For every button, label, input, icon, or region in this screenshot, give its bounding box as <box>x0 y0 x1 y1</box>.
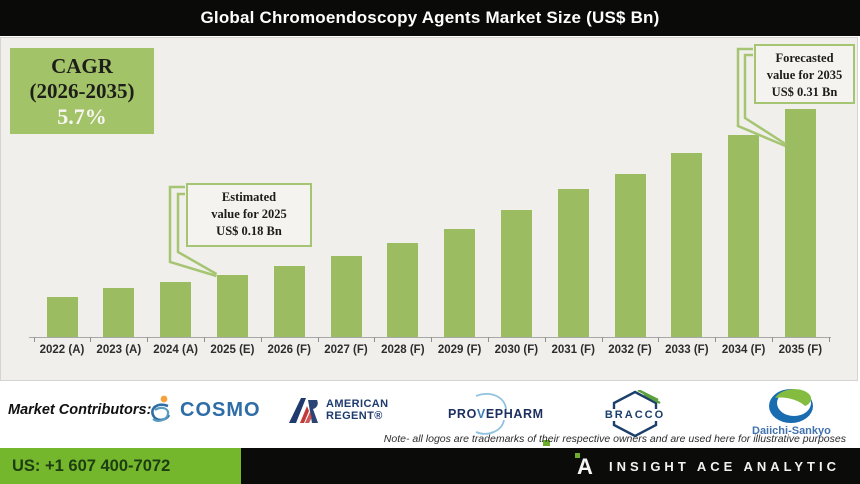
green-dot-decoration <box>543 440 550 446</box>
provepharm-logo: PROVEPHARM <box>448 392 560 436</box>
x-axis-label: 2023 (A) <box>96 344 142 356</box>
bar-2034 <box>728 135 760 337</box>
axis-tick <box>488 337 489 342</box>
bracco-wordmark: BRACCO <box>603 409 667 421</box>
cagr-box: CAGR (2026-2035) 5.7% <box>10 48 154 134</box>
footer-bar: US: +1 607 400-7072 A INSIGHT ACE ANALYT… <box>0 448 860 484</box>
daiichi-sankyo-wordmark: Daiichi-Sankyo <box>752 425 831 437</box>
insight-ace-logo-icon: A <box>575 453 593 479</box>
estimated-value-callout: Estimated value for 2025 US$ 0.18 Bn <box>186 183 312 247</box>
bar-2029 <box>444 229 476 337</box>
axis-tick <box>33 337 35 342</box>
x-axis-label: 2033 (F) <box>665 344 709 356</box>
axis-tick <box>658 337 660 342</box>
callout-line: Estimated <box>221 190 277 204</box>
axis-tick <box>204 337 205 342</box>
plot-area: 2022 (A) 2023 (A) 2024 (A) 2025 (E) 2026 (F)… <box>1 38 859 382</box>
x-axis-label: 2025 (E) <box>210 344 255 356</box>
contributors-strip: Market Contributors: COSMO AMERICAN REGE… <box>0 382 860 448</box>
x-axis-label: 2034 (F) <box>721 344 766 356</box>
axis-tick <box>544 337 546 342</box>
bar-2025 <box>216 275 248 337</box>
daiichi-sankyo-logo: Daiichi-Sankyo <box>752 386 831 437</box>
callout-line: Forecasted <box>775 51 834 65</box>
x-axis-label: 2035 (F) <box>778 344 823 356</box>
x-axis-label: 2030 (F) <box>494 344 539 356</box>
axis-tick <box>828 337 830 342</box>
cosmo-swirl-icon <box>151 395 171 422</box>
provepharm-wordmark: PROVEPHARM <box>448 407 544 421</box>
bar-2023 <box>103 288 135 337</box>
callout-line: value for 2025 <box>211 207 287 221</box>
axis-tick <box>317 337 319 342</box>
cosmo-logo: COSMO <box>148 394 261 426</box>
phone-number: US: +1 607 400-7072 <box>12 456 171 475</box>
axis-tick <box>772 337 773 342</box>
axis-tick <box>90 337 92 342</box>
bracco-hexagon-icon <box>612 390 661 438</box>
callout-line: US$ 0.18 Bn <box>216 224 282 238</box>
axis-tick <box>147 337 149 342</box>
bar-2032 <box>614 174 646 337</box>
callout-line: US$ 0.31 Bn <box>771 85 838 99</box>
bar-2031 <box>557 189 589 337</box>
daiichi-sankyo-sphere-icon <box>769 389 814 423</box>
cagr-period: (2026-2035) <box>29 79 135 103</box>
x-axis-label: 2026 (F) <box>267 344 311 356</box>
american-regent-logo: AMERICAN REGENT® <box>288 396 388 424</box>
american-regent-icon <box>289 398 318 423</box>
bar-2024 <box>160 282 192 337</box>
x-axis-label: 2022 (A) <box>39 344 85 356</box>
x-axis-label: 2028 (F) <box>381 344 425 356</box>
page-title: Global Chromoendoscopy Agents Market Siz… <box>200 8 660 27</box>
bar-2022 <box>46 297 78 337</box>
x-axis-label: 2031 (F) <box>551 344 595 356</box>
brand-name: INSIGHT ACE ANALYTIC <box>609 458 840 474</box>
chart-area: 2022 (A) 2023 (A) 2024 (A) 2025 (E) 2026 (F)… <box>0 37 858 381</box>
axis-tick <box>601 337 603 342</box>
bar-2033 <box>671 153 703 337</box>
bar-2030 <box>500 210 532 337</box>
bar-2026 <box>273 266 305 337</box>
x-axis-label: 2032 (F) <box>608 344 652 356</box>
american-regent-wordmark: AMERICAN REGENT® <box>326 398 389 422</box>
axis-tick <box>260 337 262 342</box>
axis-tick <box>715 337 717 342</box>
axis-tick <box>374 337 376 342</box>
x-axis-label: 2029 (F) <box>437 344 482 356</box>
callout-line: value for 2035 <box>766 68 843 82</box>
x-axis-label: 2024 (A) <box>153 344 198 356</box>
bar-2035 <box>784 109 816 337</box>
cosmo-wordmark: COSMO <box>180 398 261 421</box>
axis-tick <box>431 337 433 342</box>
trademark-note: Note- all logos are trademarks of their … <box>383 433 846 445</box>
footer-brand-block: A INSIGHT ACE ANALYTIC <box>241 448 860 484</box>
bar-2028 <box>387 243 419 337</box>
provepharm-arc-icon <box>475 393 507 435</box>
cagr-value: 5.7% <box>57 104 107 129</box>
x-axis-line <box>29 337 831 338</box>
forecasted-value-callout: Forecasted value for 2035 US$ 0.31 Bn <box>754 44 855 104</box>
bar-2027 <box>330 256 362 337</box>
market-contributors-label: Market Contributors: <box>8 402 152 418</box>
x-axis-label: 2027 (F) <box>324 344 368 356</box>
cagr-label: CAGR <box>51 54 113 78</box>
bracco-logo: BRACCO <box>600 390 670 438</box>
footer-phone-block: US: +1 607 400-7072 <box>0 448 241 484</box>
title-bar: Global Chromoendoscopy Agents Market Siz… <box>0 0 860 36</box>
